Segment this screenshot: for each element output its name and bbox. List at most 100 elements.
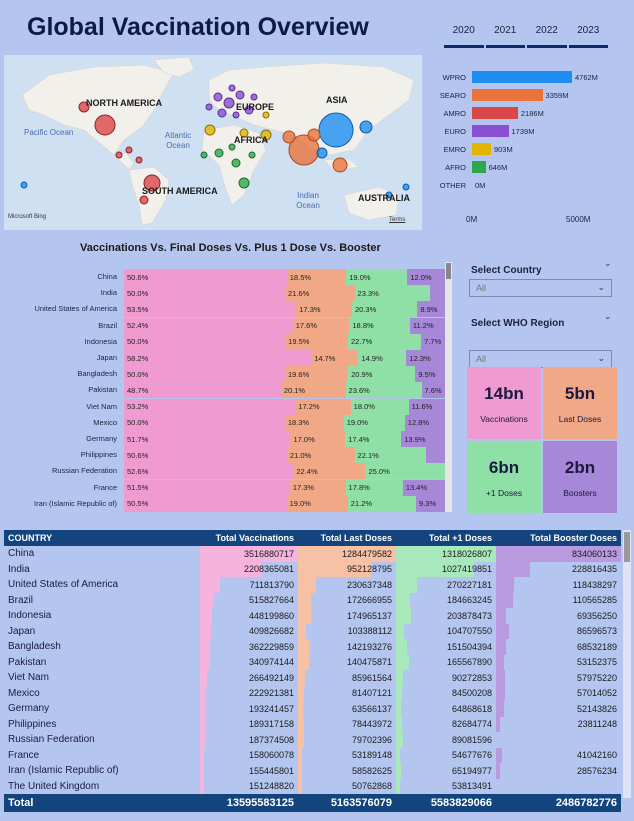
header-country[interactable]: COUNTRY xyxy=(4,530,200,546)
who-bar-row[interactable]: WPRO 4762M xyxy=(436,70,598,84)
stacked-segment[interactable]: 18.8% xyxy=(349,317,410,334)
stacked-row[interactable]: France 51.5% 17.3% 17.8% 13.4% xyxy=(4,479,454,496)
stacked-segment[interactable]: 11.6% xyxy=(408,398,446,415)
stacked-segment[interactable]: 50.0% xyxy=(124,333,286,350)
stacked-row[interactable]: Mexico 50.0% 18.3% 19.0% 12.8% xyxy=(4,414,454,431)
stacked-segment[interactable]: 17.8% xyxy=(345,479,403,496)
who-bar-row[interactable]: AFRO 646M xyxy=(436,160,507,174)
stacked-segment[interactable]: 25.0% xyxy=(365,463,446,480)
scrollbar-thumb[interactable] xyxy=(624,532,630,562)
table-row[interactable]: China 3516880717 1284479582 1318026807 83406… xyxy=(4,546,621,562)
stacked-segment[interactable]: 22.1% xyxy=(354,447,426,464)
year-2023-button[interactable]: 2023 xyxy=(568,20,608,48)
stacked-segment[interactable]: 11.2% xyxy=(409,317,446,334)
who-bar[interactable] xyxy=(472,161,486,173)
table-row[interactable]: Bangladesh 362229859 142193276 151504394 685… xyxy=(4,639,621,655)
stacked-segment[interactable]: 53.5% xyxy=(124,301,297,318)
who-bar-row[interactable]: AMRO 2186M xyxy=(436,106,544,120)
table-row[interactable]: Germany 193241457 63566137 64868618 52143826 xyxy=(4,701,621,717)
year-2022-button[interactable]: 2022 xyxy=(527,20,567,48)
who-bar-row[interactable]: EURO 1739M xyxy=(436,124,534,138)
stacked-segment[interactable]: 19.6% xyxy=(285,366,349,383)
stacked-segment[interactable]: 17.6% xyxy=(292,317,350,334)
vaccination-map[interactable]: NORTH AMERICA EUROPE ASIA AFRICA SOUTH A… xyxy=(4,55,422,230)
who-bar-row[interactable]: EMRO 903M xyxy=(436,142,513,156)
who-bar-row[interactable]: SEARO 3359M xyxy=(436,88,568,102)
stacked-segment[interactable]: 9.5% xyxy=(415,366,446,383)
stacked-segment[interactable]: 9.3% xyxy=(416,495,446,512)
table-row[interactable]: Indonesia 448199860 174965137 203878473 6935… xyxy=(4,608,621,624)
year-2021-button[interactable]: 2021 xyxy=(485,20,525,48)
stacked-row[interactable]: Indonesia 50.0% 19.5% 22.7% 7.7% xyxy=(4,333,454,350)
stacked-segment[interactable]: 50.0% xyxy=(124,285,285,302)
stacked-segment[interactable]: 12.8% xyxy=(404,414,446,431)
stacked-segment[interactable]: 19.5% xyxy=(285,333,348,350)
stacked-segment[interactable]: 52.6% xyxy=(124,463,294,480)
table-row[interactable]: Brazil 515827664 172666955 184663245 1105652… xyxy=(4,592,621,608)
table-row[interactable]: Russian Federation 187374508 79702396 89081… xyxy=(4,732,621,748)
table-row[interactable]: Pakistan 340974144 140475871 165567890 53152… xyxy=(4,654,621,670)
stacked-segment[interactable] xyxy=(429,285,446,302)
stacked-segment[interactable]: 14.7% xyxy=(311,350,359,366)
stacked-segment[interactable]: 51.5% xyxy=(124,479,290,496)
table-row[interactable]: Viet Nam 266492149 85961564 90272853 5797522… xyxy=(4,670,621,686)
stacked-segment[interactable]: 19.0% xyxy=(343,414,405,431)
table-row[interactable]: United States of America 711813790 2306373… xyxy=(4,577,621,593)
header-total-last-doses[interactable]: Total Last Doses xyxy=(298,530,396,546)
who-bar[interactable] xyxy=(472,107,518,119)
stacked-segment[interactable]: 51.7% xyxy=(124,431,291,447)
stacked-segment[interactable]: 50.0% xyxy=(124,414,285,431)
stacked-chart-scrollbar[interactable] xyxy=(445,262,452,512)
stacked-segment[interactable]: 20.3% xyxy=(351,301,418,318)
stacked-segment[interactable]: 53.2% xyxy=(124,398,296,415)
stacked-segment[interactable]: 48.7% xyxy=(124,382,281,399)
stacked-row[interactable]: China 50.6% 18.5% 19.0% 12.0% xyxy=(4,269,454,285)
stacked-row[interactable]: Russian Federation 52.6% 22.4% 25.0% xyxy=(4,463,454,480)
stacked-segment[interactable]: 52.4% xyxy=(124,317,293,334)
stacked-segment[interactable]: 21.6% xyxy=(285,285,355,302)
chevron-down-icon[interactable]: ⌄ xyxy=(604,311,612,321)
stacked-segment[interactable]: 20.1% xyxy=(280,382,346,399)
stacked-segment[interactable]: 58.2% xyxy=(124,350,312,366)
stacked-segment[interactable]: 18.5% xyxy=(286,269,347,285)
header-total-vaccinations[interactable]: Total Vaccinations xyxy=(200,530,298,546)
stacked-row[interactable]: India 50.0% 21.6% 23.3% xyxy=(4,285,454,302)
stacked-segment[interactable]: 12.0% xyxy=(407,269,446,285)
stacked-row[interactable]: United States of America 53.5% 17.3% 20.3% 8… xyxy=(4,301,454,318)
stacked-segment[interactable]: 17.3% xyxy=(296,301,352,318)
stacked-segment[interactable]: 19.0% xyxy=(346,269,408,285)
stacked-segment[interactable]: 23.3% xyxy=(354,285,430,302)
table-scrollbar[interactable] xyxy=(623,530,631,798)
stacked-segment[interactable]: 50.6% xyxy=(124,269,287,285)
stacked-segment[interactable]: 22.4% xyxy=(293,463,366,480)
stacked-segment[interactable]: 8.9% xyxy=(417,301,446,318)
stacked-segment[interactable]: 13.4% xyxy=(402,479,446,496)
stacked-segment[interactable]: 20.9% xyxy=(348,366,416,383)
stacked-segment[interactable]: 21.2% xyxy=(347,495,417,512)
table-row[interactable]: France 158060078 53189148 54677676 41042160 xyxy=(4,747,621,763)
who-bar-row[interactable]: OTHER 0M xyxy=(436,178,486,192)
stacked-segment[interactable] xyxy=(425,447,446,464)
year-2020-button[interactable]: 2020 xyxy=(444,20,484,48)
stacked-segment[interactable]: 17.0% xyxy=(290,431,346,447)
stacked-segment[interactable]: 18.3% xyxy=(284,414,344,431)
table-row[interactable]: Philippines 189317158 78443972 82684774 2381… xyxy=(4,716,621,732)
scrollbar-thumb[interactable] xyxy=(446,263,451,279)
who-bar[interactable] xyxy=(472,125,509,137)
stacked-segment[interactable]: 13.9% xyxy=(401,431,446,447)
table-row[interactable]: Iran (Islamic Republic of) 155445801 58582… xyxy=(4,763,621,779)
who-bar[interactable] xyxy=(472,71,572,83)
stacked-segment[interactable]: 50.6% xyxy=(124,447,287,464)
stacked-segment[interactable]: 19.0% xyxy=(286,495,348,512)
stacked-segment[interactable]: 22.7% xyxy=(348,333,422,350)
table-row[interactable]: Mexico 222921381 81407121 84500208 57014052 xyxy=(4,685,621,701)
header-total-plus1-doses[interactable]: Total +1 Doses xyxy=(396,530,496,546)
stacked-row[interactable]: Japan 58.2% 14.7% 14.9% 12.3% xyxy=(4,350,454,366)
region-dropdown[interactable]: All ⌄ xyxy=(469,350,612,368)
stacked-segment[interactable]: 12.3% xyxy=(406,350,446,366)
stacked-row[interactable]: Philippines 50.6% 21.0% 22.1% xyxy=(4,447,454,464)
stacked-segment[interactable]: 14.9% xyxy=(358,350,407,366)
who-bar[interactable] xyxy=(472,89,543,101)
stacked-segment[interactable]: 50.0% xyxy=(124,366,285,383)
table-row[interactable]: India 2208365081 952128795 1027419851 228816… xyxy=(4,561,621,577)
